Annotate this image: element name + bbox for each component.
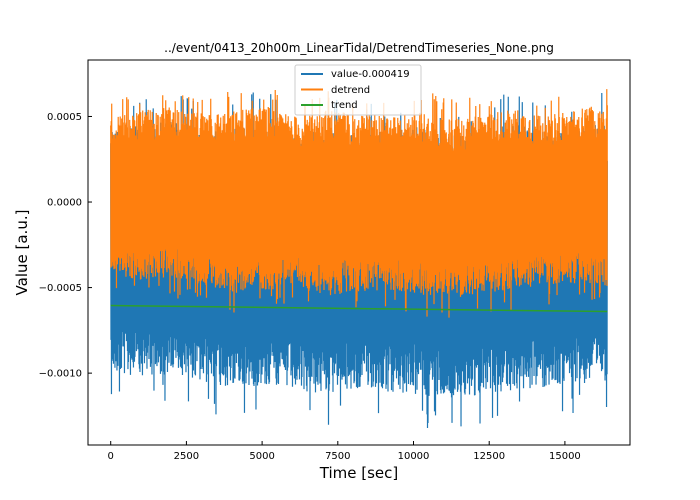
series-detrend-line <box>110 89 608 318</box>
y-axis-label: Value [a.u.] <box>13 210 31 296</box>
x-tick-label: 10000 <box>398 451 430 462</box>
y-tick-label: −0.0010 <box>39 369 82 380</box>
series-layer <box>110 89 608 429</box>
plot-area <box>87 59 631 446</box>
x-tick-label: 2500 <box>174 451 199 462</box>
x-tick-label: 5000 <box>249 451 274 462</box>
x-axis-label: Time [sec] <box>319 464 398 482</box>
legend-label-trend: trend <box>331 100 358 111</box>
plot-frame <box>87 59 631 446</box>
x-tick-label: 12500 <box>473 451 505 462</box>
legend-label-value: value-0.000419 <box>331 69 410 80</box>
legend-frame <box>294 64 422 116</box>
legend-label-detrend: detrend <box>331 85 370 96</box>
y-axis: 0.0005 0.0000 −0.0005 −0.0010 <box>39 112 92 380</box>
legend: value-0.000419 detrend trend <box>294 64 422 116</box>
x-axis: 0 2500 5000 7500 10000 12500 15000 <box>108 441 581 462</box>
x-tick-label: 15000 <box>549 451 581 462</box>
y-tick-label: −0.0005 <box>39 283 82 294</box>
series-value-line <box>110 92 608 429</box>
y-tick-label: 0.0000 <box>47 198 82 209</box>
x-tick-label: 7500 <box>325 451 350 462</box>
x-tick-label: 0 <box>108 451 114 462</box>
y-tick-label: 0.0005 <box>47 112 82 123</box>
series-trend-line <box>110 304 608 313</box>
chart-title: ../event/0413_20h00m_LinearTidal/Detrend… <box>164 41 554 55</box>
